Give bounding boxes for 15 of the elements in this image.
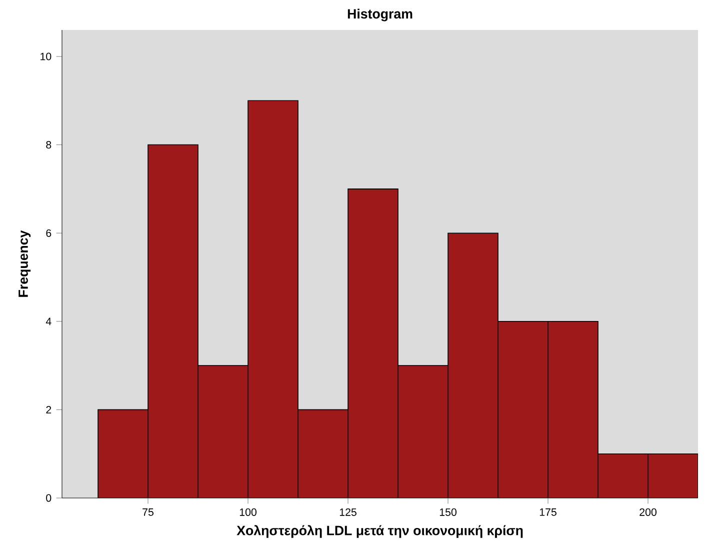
y-tick-label: 10 (40, 52, 52, 60)
y-axis-title: Frequency (18, 230, 31, 297)
y-tick-label: 4 (46, 318, 52, 326)
y-tick-label: 0 (46, 494, 52, 502)
x-tick-label: 175 (540, 508, 556, 516)
x-axis-title: Χοληστερόλη LDL μετά την οικονομική κρίση (236, 525, 523, 538)
x-tick-label: 150 (440, 508, 456, 516)
y-tick-label: 8 (46, 141, 52, 149)
x-tick-label: 125 (340, 508, 356, 516)
x-tick-label: 75 (142, 508, 154, 516)
x-tick-label: 100 (240, 508, 256, 516)
y-tick-label: 2 (46, 406, 52, 414)
chart-title: Histogram (348, 8, 412, 22)
x-tick-label: 200 (640, 508, 656, 516)
y-tick-label: 6 (46, 229, 52, 237)
